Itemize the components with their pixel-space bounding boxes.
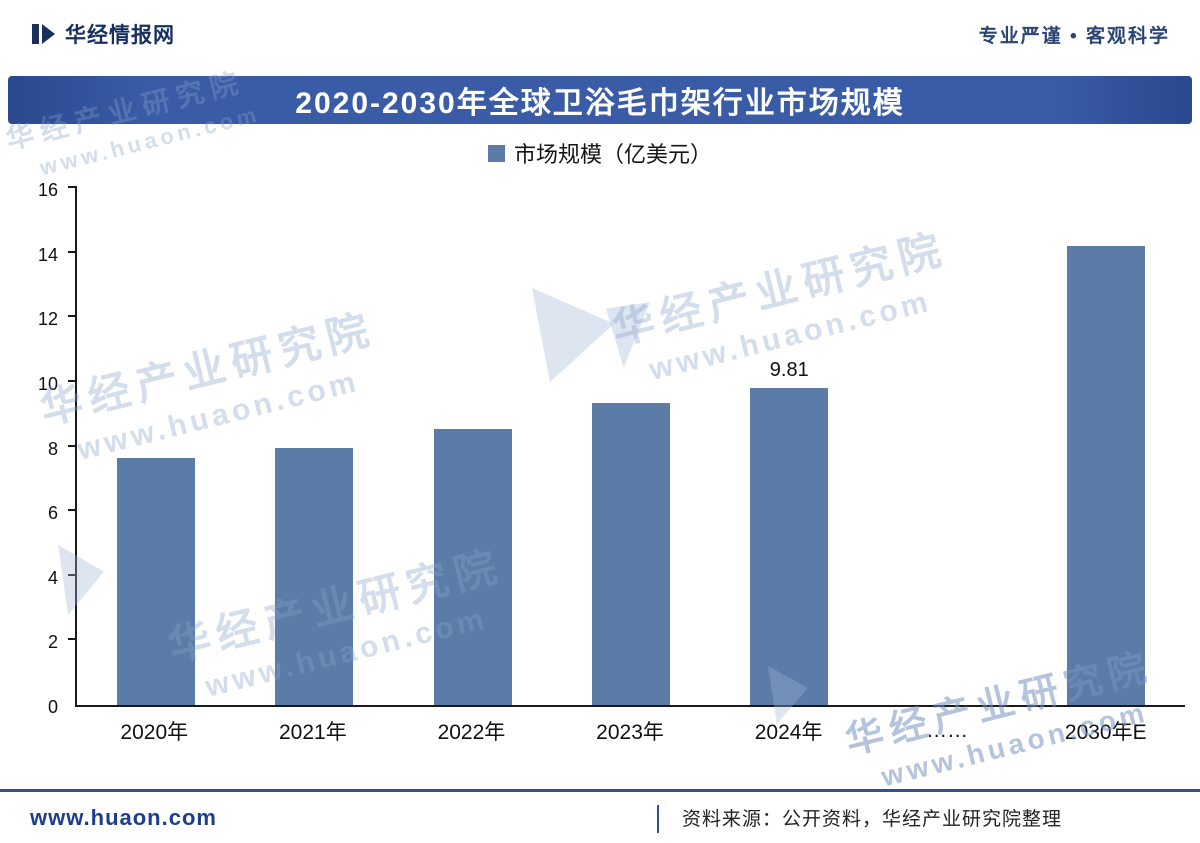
y-tick-label: 2 bbox=[47, 632, 58, 653]
y-tick-label: 10 bbox=[37, 373, 58, 394]
y-tick-label: 6 bbox=[47, 503, 58, 524]
x-tick-label: …… bbox=[926, 719, 969, 742]
x-axis-labels: 2020年 2021年 2022年 2023年 2024年 …… 2030年E bbox=[75, 714, 1185, 748]
y-tick-mark bbox=[68, 186, 77, 188]
data-label: 9.81 bbox=[769, 359, 809, 382]
x-tick-label: 2020年 bbox=[120, 721, 189, 744]
y-tick-mark bbox=[68, 379, 77, 382]
y-axis: 0 2 4 6 8 10 12 14 16 bbox=[10, 180, 68, 717]
bar-2023年 bbox=[591, 402, 670, 705]
bar-column bbox=[552, 188, 710, 705]
y-tick-label: 4 bbox=[47, 567, 58, 588]
legend-label: 市场规模（亿美元） bbox=[513, 142, 712, 167]
bar-2021年 bbox=[275, 448, 354, 705]
brand-logo-icon bbox=[32, 24, 55, 44]
x-tick-label: 2024年 bbox=[754, 721, 823, 744]
bar-chart: 0 2 4 6 8 10 12 14 16 9.81 2020年 2021年 2022年 2023年 2… bbox=[10, 180, 1190, 750]
x-tick-label: 2023年 bbox=[596, 721, 664, 744]
brand: 华经情报网 bbox=[30, 19, 175, 49]
legend: 市场规模（亿美元） bbox=[0, 138, 1200, 168]
x-tick-label: 2022年 bbox=[437, 721, 506, 744]
y-tick-label: 8 bbox=[47, 438, 58, 459]
header-tagline: 专业严谨 • 客观科学 bbox=[978, 25, 1170, 47]
y-tick-label: 12 bbox=[37, 309, 58, 330]
y-tick-label: 0 bbox=[47, 697, 58, 717]
y-tick-mark bbox=[68, 509, 77, 512]
bar-2024年: 9.81 bbox=[750, 359, 829, 705]
y-tick-mark bbox=[68, 315, 77, 318]
bar-column bbox=[235, 188, 393, 705]
bar-column: 9.81 bbox=[710, 188, 868, 705]
chart-title: 2020-2030年全球卫浴毛巾架行业市场规模 bbox=[295, 87, 905, 120]
plot-area: 9.81 bbox=[68, 186, 1185, 707]
footer-site-url: www.huaon.com bbox=[30, 804, 217, 830]
page-header: 华经情报网 专业严谨 • 客观科学 bbox=[0, 0, 1200, 68]
data-source-note: 资料来源：公开资料，华经产业研究院整理 bbox=[682, 809, 1063, 830]
bar-2022年 bbox=[433, 428, 512, 705]
y-tick-mark bbox=[68, 250, 77, 253]
y-tick-label: 16 bbox=[37, 180, 58, 200]
bar-column bbox=[868, 188, 1026, 705]
title-banner: 2020-2030年全球卫浴毛巾架行业市场规模 bbox=[8, 76, 1192, 124]
bar-column bbox=[394, 188, 552, 705]
x-tick-label: 2021年 bbox=[279, 721, 347, 744]
y-tick-mark bbox=[68, 444, 77, 447]
brand-name: 华经情报网 bbox=[65, 24, 175, 47]
footer-divider bbox=[657, 805, 659, 833]
bar-2030年E bbox=[1066, 246, 1145, 705]
y-tick-mark bbox=[68, 573, 77, 576]
legend-swatch bbox=[487, 144, 505, 162]
bar-column bbox=[1027, 188, 1185, 705]
y-tick-mark bbox=[68, 638, 77, 641]
page-footer: www.huaon.com 资料来源：公开资料，华经产业研究院整理 bbox=[0, 789, 1200, 843]
y-tick-label: 14 bbox=[37, 244, 58, 265]
bar-2020年 bbox=[117, 457, 196, 705]
bar-column bbox=[77, 188, 235, 705]
x-tick-label: 2030年E bbox=[1064, 721, 1147, 744]
